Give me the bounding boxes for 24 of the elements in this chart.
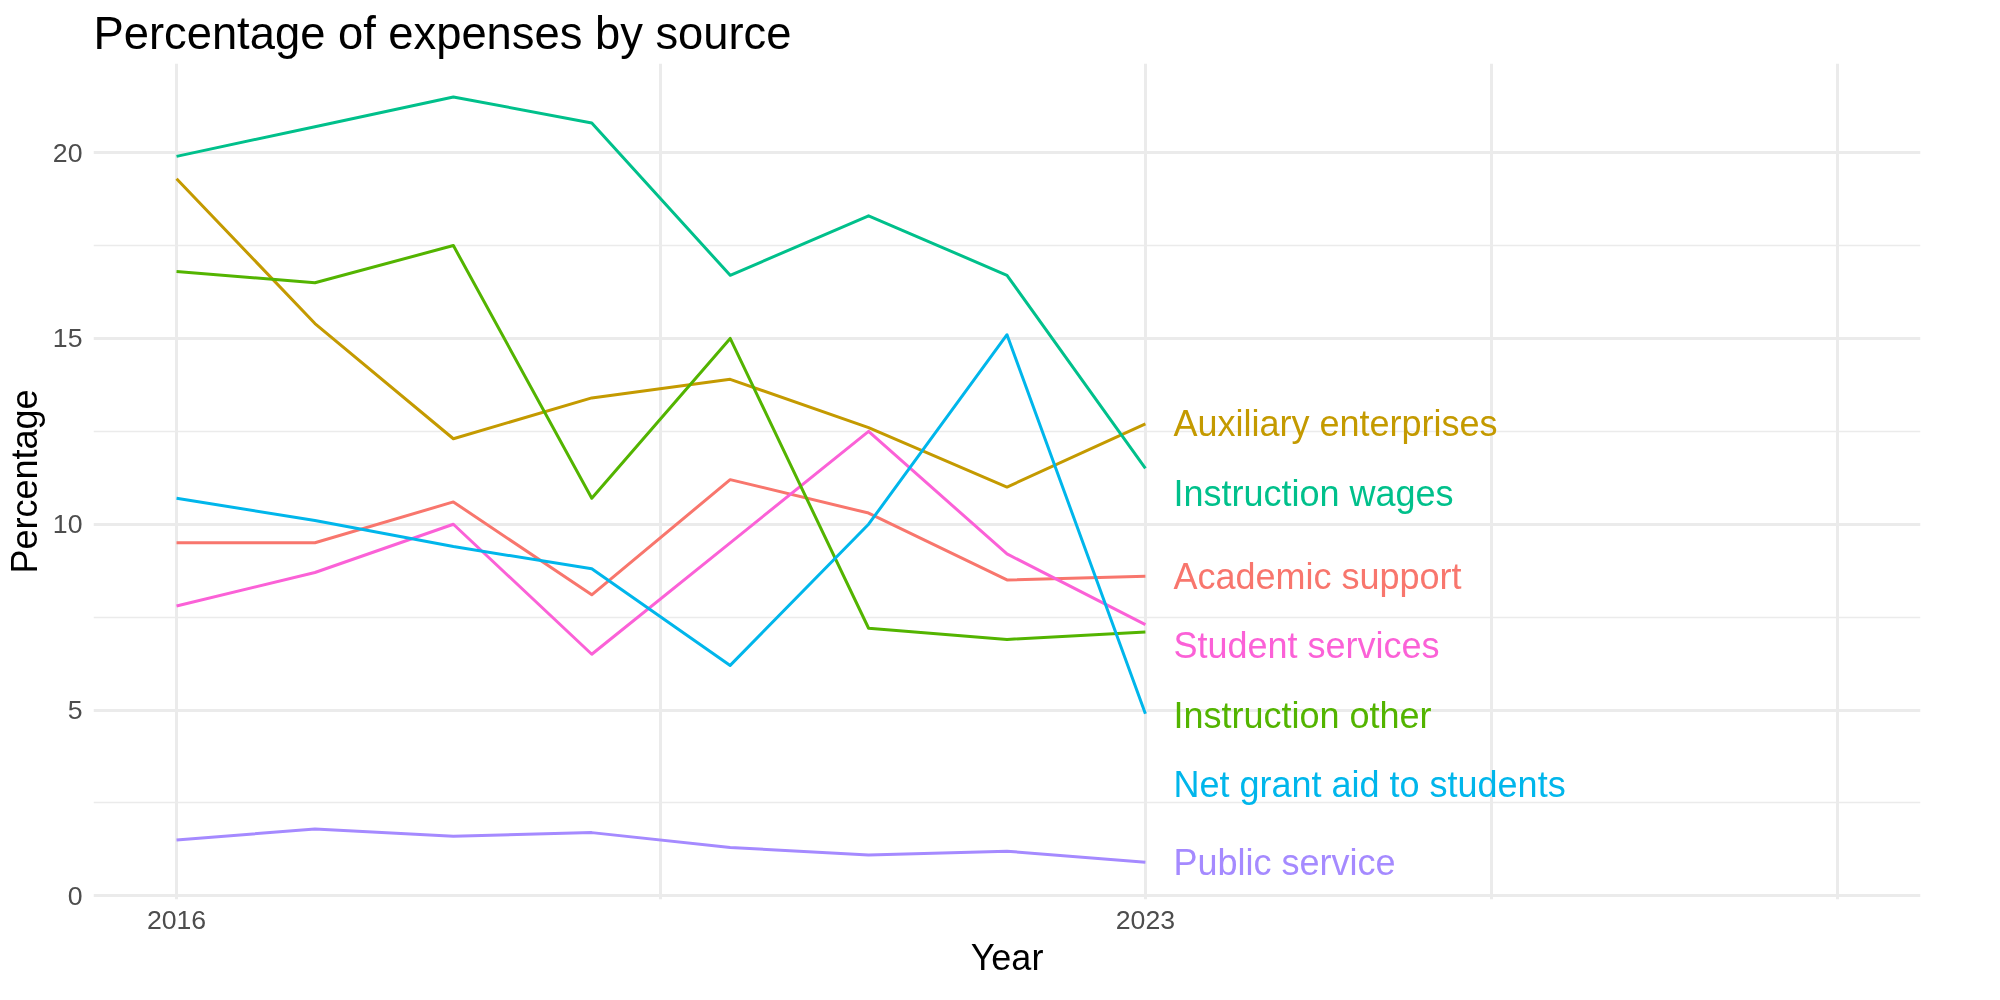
y-tick-label: 15: [52, 323, 83, 354]
chart-title: Percentage of expenses by source: [93, 7, 792, 59]
y-tick-label: 10: [52, 509, 83, 540]
series-label: Student services: [1173, 625, 1440, 667]
line-series: [175, 333, 1147, 716]
line-series: [175, 478, 1147, 597]
line-series: [175, 95, 1147, 470]
line-series: [175, 177, 1147, 489]
x-axis-title: Year: [970, 936, 1044, 978]
series-label: Net grant aid to students: [1173, 763, 1566, 805]
series-label: Public service: [1173, 841, 1396, 883]
series-label: Auxiliary enterprises: [1173, 403, 1498, 445]
series-label: Instruction wages: [1173, 472, 1454, 514]
y-axis-title: Percentage: [3, 389, 45, 574]
x-tick-label: 2023: [1115, 904, 1176, 935]
line-series: [175, 244, 1147, 641]
line-series: [175, 429, 1147, 656]
y-tick-label: 0: [67, 880, 83, 911]
y-tick-label: 5: [67, 695, 83, 726]
series-label: Academic support: [1173, 555, 1462, 597]
series-label: Instruction other: [1173, 694, 1432, 736]
x-tick-label: 2016: [146, 904, 207, 935]
line-series: [175, 827, 1147, 864]
y-tick-label: 20: [52, 137, 83, 168]
